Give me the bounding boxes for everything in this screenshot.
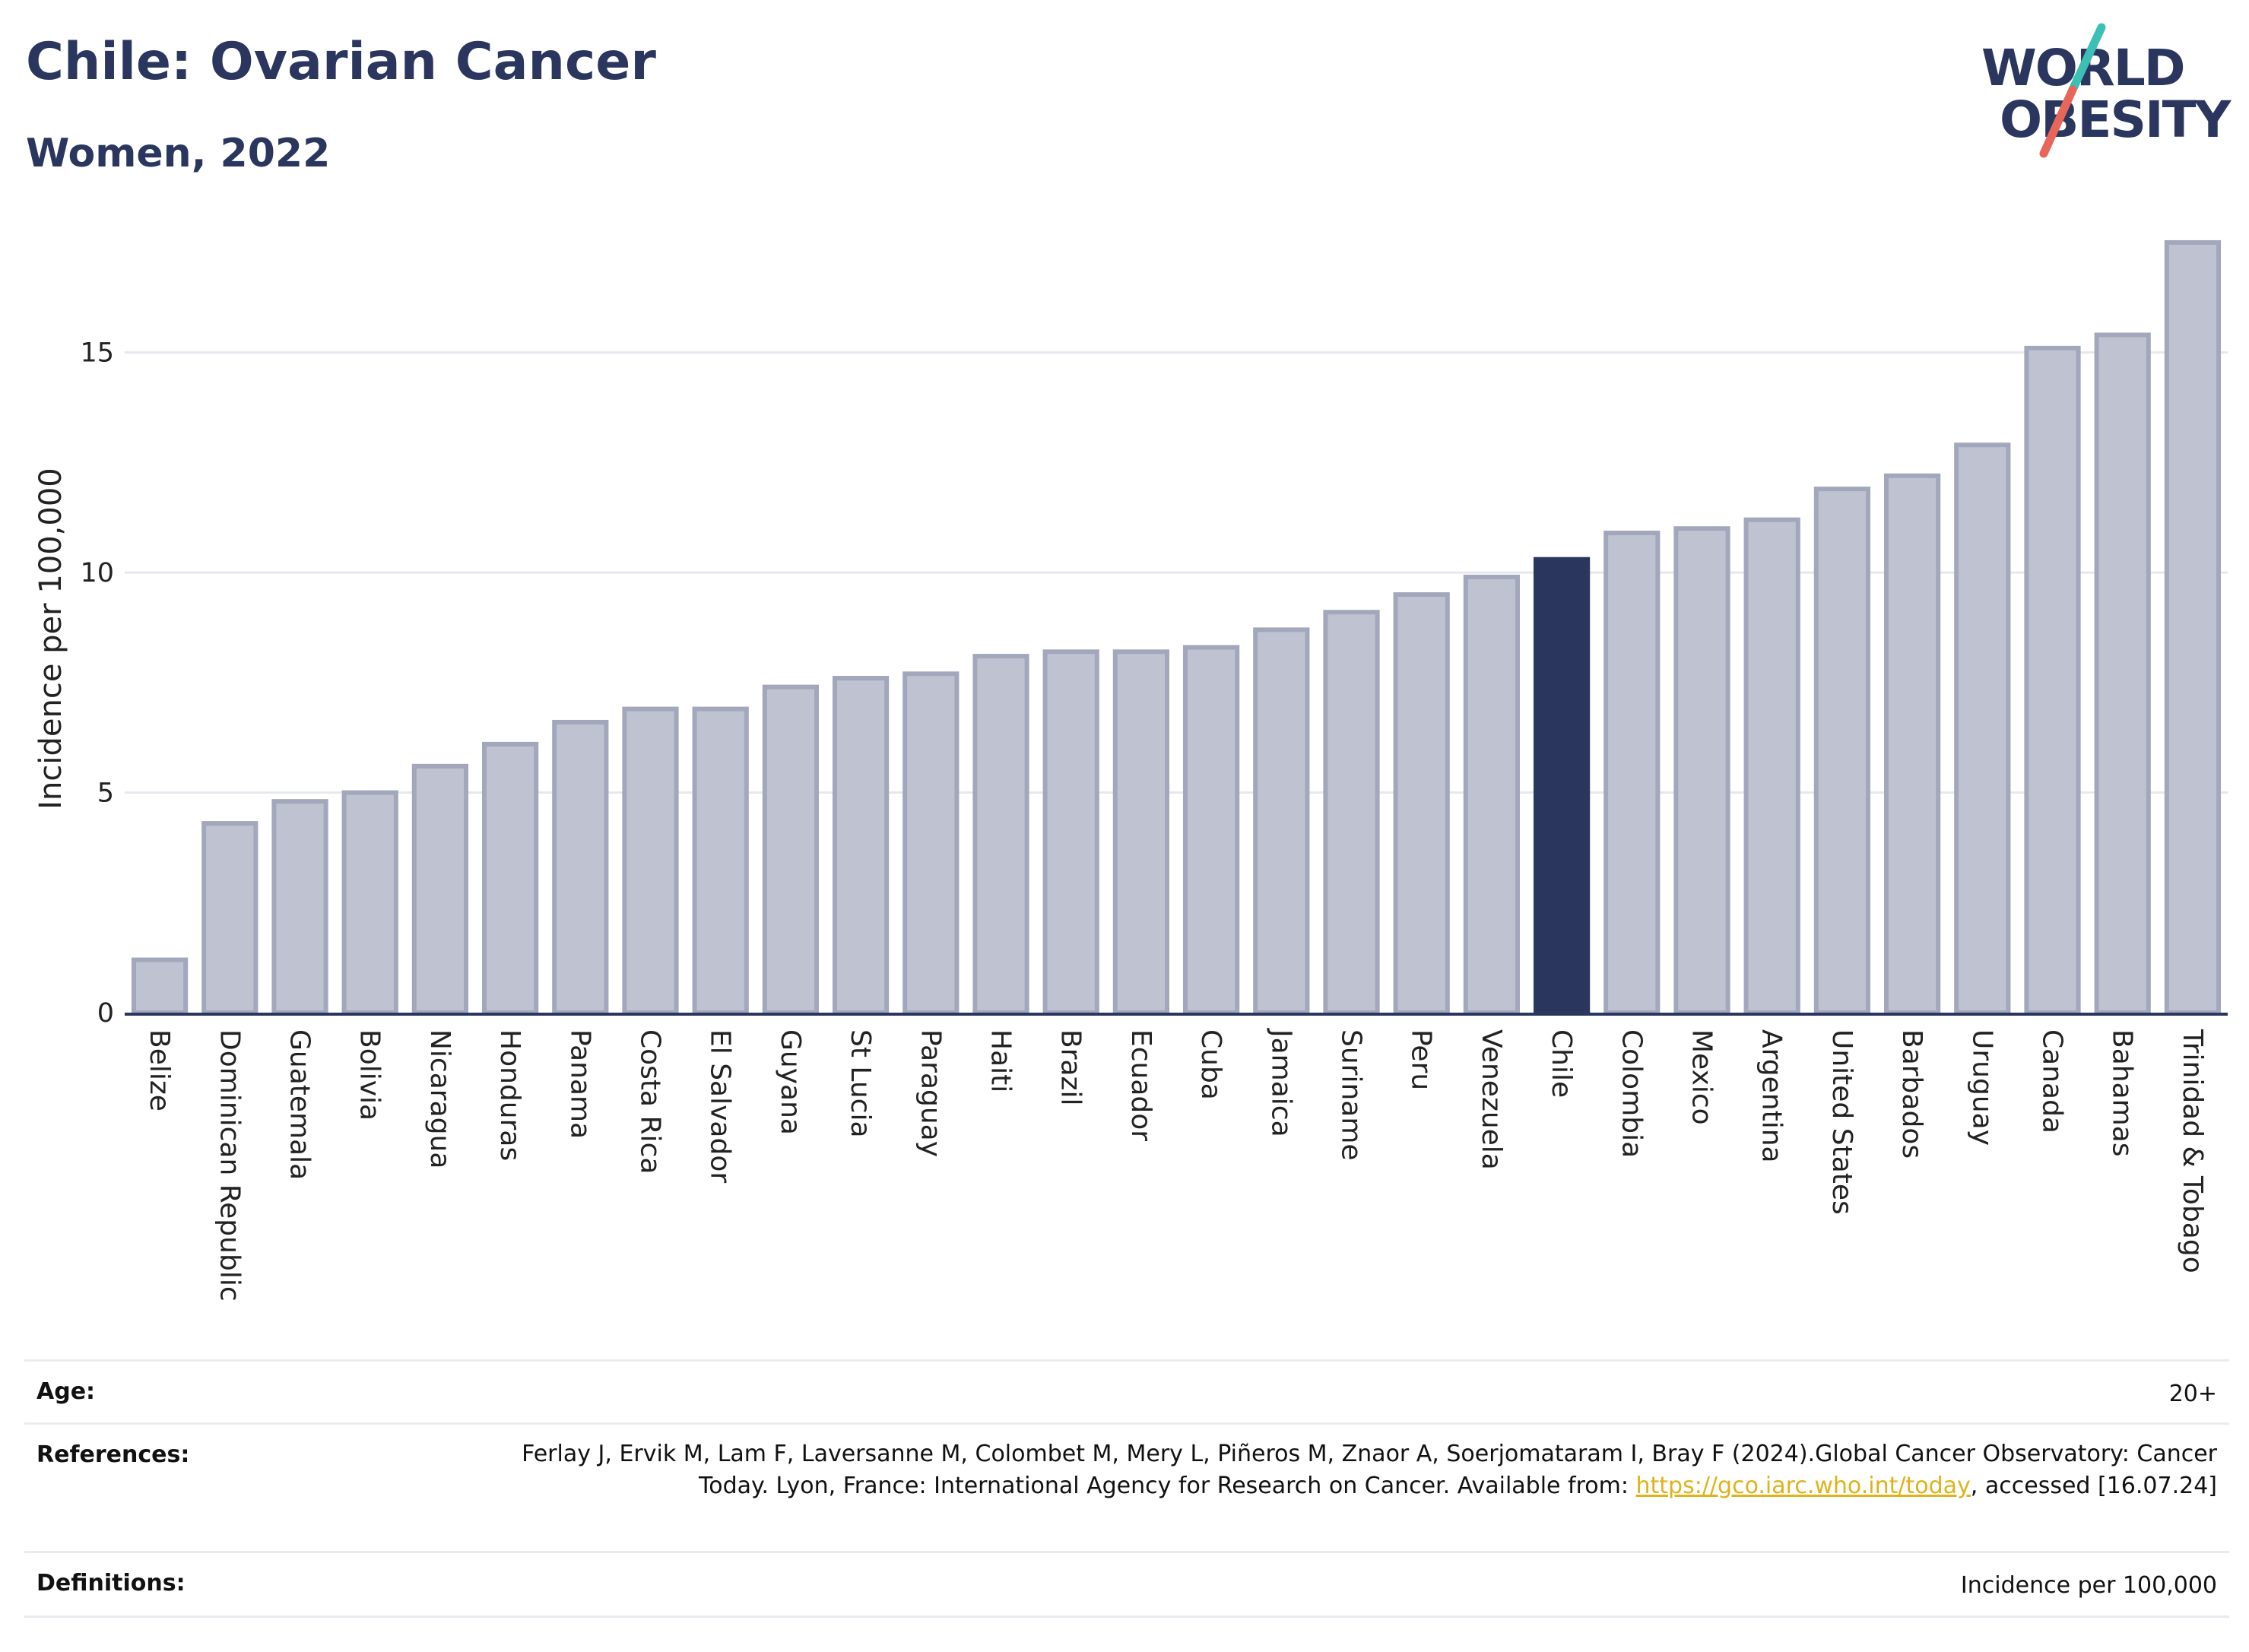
bar-united-states [1813, 487, 1871, 1015]
references-text: Ferlay J, Ervik M, Lam F, Laversanne M, … [522, 1441, 2217, 1499]
bar-dominican-republic [201, 821, 259, 1015]
bar-costa-rica [622, 706, 679, 1015]
bar-mexico [1673, 526, 1730, 1015]
logo-text-obesity: OBESITY [2000, 90, 2232, 149]
x-tick-label: Uruguay [1966, 1029, 1997, 1146]
x-tick-label: Bolivia [354, 1029, 385, 1121]
x-tick-label: Guatemala [284, 1029, 316, 1180]
x-tick-label: Peru [1406, 1029, 1437, 1090]
x-tick-label: Jamaica [1265, 1028, 1296, 1137]
x-tick-label: Brazil [1055, 1029, 1086, 1105]
info-table: Age: 20+ References: Ferlay J, Ervik M, … [24, 1359, 2229, 1618]
x-tick-label: Costa Rica [635, 1029, 666, 1174]
bar-belize [131, 957, 189, 1015]
references-label: References: [36, 1441, 190, 1468]
x-tick-label: Dominican Republic [214, 1029, 245, 1302]
bar-peru [1393, 592, 1450, 1015]
bar-argentina [1743, 517, 1800, 1015]
x-tick-label: Panama [564, 1029, 595, 1139]
logo-slash-bottom [2039, 85, 2077, 158]
bar-el-salvador [692, 706, 749, 1015]
x-axis-labels: Belize Dominican Republic Guatemala Bolivia… [144, 1028, 2208, 1302]
y-axis-ticks: 0 5 10 15 [80, 338, 114, 1029]
y-axis-title: Incidence per 100,000 [33, 468, 68, 810]
bar-haiti [972, 654, 1029, 1015]
x-tick-label: Canada [2037, 1029, 2068, 1134]
references-value: Ferlay J, Ervik M, Lam F, Laversanne M, … [511, 1425, 2229, 1502]
x-tick-label: Ecuador [1125, 1029, 1156, 1141]
bar-trinidad-tobago [2164, 239, 2222, 1015]
bar-paraguay [902, 671, 960, 1015]
x-tick-label: Honduras [494, 1029, 525, 1161]
bar-bolivia [341, 790, 398, 1015]
x-tick-label: Barbados [1896, 1029, 1927, 1159]
bar-colombia [1603, 531, 1661, 1015]
x-tick-label: United States [1826, 1029, 1857, 1215]
chart-title: Chile: Ovarian Cancer [26, 32, 656, 92]
bar-chart: 0 5 10 15 Belize Dominican Republic Guatemala… [33, 239, 2228, 1302]
x-tick-label: Paraguay [915, 1029, 946, 1157]
y-tick-label: 15 [80, 338, 114, 369]
bars [131, 239, 2222, 1016]
info-row-age: Age: 20+ [24, 1359, 2229, 1422]
info-row-definitions: Definitions: Incidence per 100,000 [24, 1551, 2229, 1618]
bar-bahamas [2094, 332, 2151, 1015]
x-tick-label: Colombia [1616, 1029, 1647, 1158]
bar-uruguay [1954, 442, 2011, 1015]
bar-guyana [762, 684, 820, 1015]
bar-st-lucia [832, 676, 890, 1015]
y-tick-label: 10 [80, 558, 114, 588]
bar-suriname [1323, 610, 1380, 1015]
bar-brazil [1042, 649, 1099, 1015]
bar-cuba [1182, 645, 1240, 1015]
definitions-value: Incidence per 100,000 [1960, 1572, 2217, 1599]
bar-canada [2024, 345, 2081, 1015]
bar-nicaragua [411, 763, 469, 1015]
grid-lines [125, 351, 2228, 794]
x-tick-label: Chile [1546, 1029, 1577, 1098]
bar-ecuador [1112, 649, 1170, 1015]
x-tick-label: El Salvador [705, 1029, 736, 1183]
references-link[interactable]: https://gco.iarc.who.int/today [1635, 1473, 1971, 1499]
world-obesity-logo: WORLD OBESITY [1981, 23, 2234, 158]
x-tick-label: Haiti [985, 1029, 1017, 1092]
bar-venezuela [1463, 574, 1521, 1015]
bar-barbados [1883, 473, 1941, 1015]
x-tick-label: Mexico [1686, 1029, 1718, 1125]
x-tick-label: Suriname [1336, 1029, 1367, 1161]
bar-honduras [481, 741, 539, 1016]
y-tick-label: 0 [97, 998, 114, 1029]
x-tick-label: Cuba [1195, 1029, 1226, 1100]
chart-subtitle: Women, 2022 [26, 131, 331, 176]
x-tick-label: Bahamas [2107, 1029, 2138, 1157]
references-suffix: , accessed [16.07.24] [1970, 1473, 2217, 1499]
x-tick-label: Venezuela [1476, 1029, 1507, 1170]
age-label: Age: [36, 1378, 96, 1405]
age-value: 20+ [2168, 1381, 2217, 1407]
bar-panama [552, 719, 609, 1016]
x-tick-label: St Lucia [845, 1029, 876, 1138]
logo-slash-top [2068, 23, 2106, 94]
x-tick-label: Nicaragua [424, 1029, 455, 1168]
bar-chile [1533, 556, 1591, 1015]
x-tick-label: Guyana [775, 1029, 806, 1135]
y-tick-label: 5 [97, 778, 114, 809]
x-tick-label: Argentina [1756, 1029, 1787, 1163]
x-tick-label: Trinidad & Tobago [2177, 1029, 2208, 1273]
x-tick-label: Belize [144, 1029, 175, 1111]
info-row-references: References: Ferlay J, Ervik M, Lam F, La… [24, 1422, 2229, 1551]
bar-guatemala [271, 799, 328, 1015]
definitions-label: Definitions: [36, 1570, 186, 1597]
bar-jamaica [1253, 627, 1310, 1015]
